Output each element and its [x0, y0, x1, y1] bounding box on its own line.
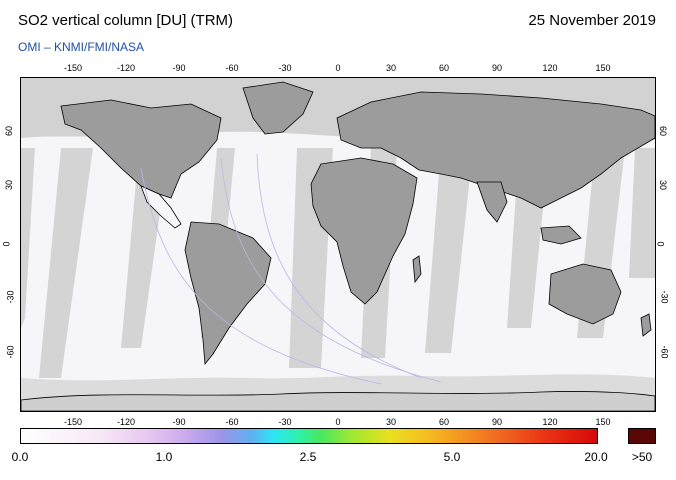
map-date: 25 November 2019 — [528, 12, 656, 29]
lon-tick-top: 150 — [595, 63, 611, 73]
madagascar — [412, 255, 422, 284]
lon-tick-top: -90 — [172, 63, 186, 73]
lon-tick-bottom: 150 — [595, 417, 611, 427]
lon-tick-top: 30 — [385, 63, 397, 73]
lon-tick-bottom: 0 — [335, 417, 341, 427]
north-america — [60, 99, 222, 199]
lon-tick-bottom: -120 — [116, 417, 136, 427]
colorbar-label: 20.0 — [584, 450, 608, 464]
lon-tick-bottom: -150 — [63, 417, 83, 427]
colorbar-label: 5.0 — [443, 450, 461, 464]
map-title: SO2 vertical column [DU] (TRM) — [18, 12, 234, 29]
maritime-asia — [540, 225, 582, 245]
lat-tick-right: -30 — [659, 290, 670, 304]
antarctica — [21, 391, 655, 411]
lat-tick-left: 0 — [1, 241, 12, 247]
lon-tick-top: 0 — [335, 63, 341, 73]
lon-tick-bottom: 60 — [438, 417, 450, 427]
lat-tick-left: -60 — [5, 345, 16, 359]
lon-tick-bottom: -30 — [278, 417, 292, 427]
greenland — [242, 81, 314, 135]
lat-tick-left: 60 — [4, 125, 15, 137]
lat-tick-left: -30 — [5, 290, 16, 304]
south-america — [184, 221, 272, 366]
india — [476, 181, 508, 223]
colorbar-label: 2.5 — [299, 450, 317, 464]
lon-tick-top: -30 — [278, 63, 292, 73]
lat-tick-left: 30 — [4, 179, 15, 191]
australia — [548, 263, 622, 325]
landmasses — [21, 81, 655, 411]
lon-tick-bottom: 120 — [542, 417, 558, 427]
lat-tick-right: -60 — [659, 345, 670, 359]
lon-tick-top: -60 — [225, 63, 239, 73]
data-source-credit: OMI – KNMI/FMI/NASA — [18, 40, 145, 54]
lon-tick-bottom: 90 — [491, 417, 503, 427]
so2-colorbar — [20, 428, 598, 444]
lon-tick-bottom: 30 — [385, 417, 397, 427]
map-canvas — [21, 78, 655, 411]
colorbar-overflow-swatch — [628, 428, 656, 444]
eurasia — [336, 91, 655, 209]
lon-tick-top: 120 — [542, 63, 558, 73]
lat-tick-right: 60 — [658, 125, 669, 137]
lat-tick-right: 30 — [658, 179, 669, 191]
colorbar-label: 0.0 — [11, 450, 29, 464]
lon-tick-top: -120 — [116, 63, 136, 73]
so2-world-map — [20, 77, 656, 412]
lon-tick-top: 60 — [438, 63, 450, 73]
lon-tick-top: 90 — [491, 63, 503, 73]
colorbar-overflow-label: >50 — [631, 450, 653, 464]
lon-tick-top: -150 — [63, 63, 83, 73]
africa — [310, 157, 418, 305]
lon-tick-bottom: -60 — [225, 417, 239, 427]
colorbar-label: 1.0 — [155, 450, 173, 464]
lat-tick-right: 0 — [655, 241, 666, 247]
new-zealand — [640, 313, 652, 337]
orbit-track-artifacts — [140, 153, 442, 385]
lon-tick-bottom: -90 — [172, 417, 186, 427]
